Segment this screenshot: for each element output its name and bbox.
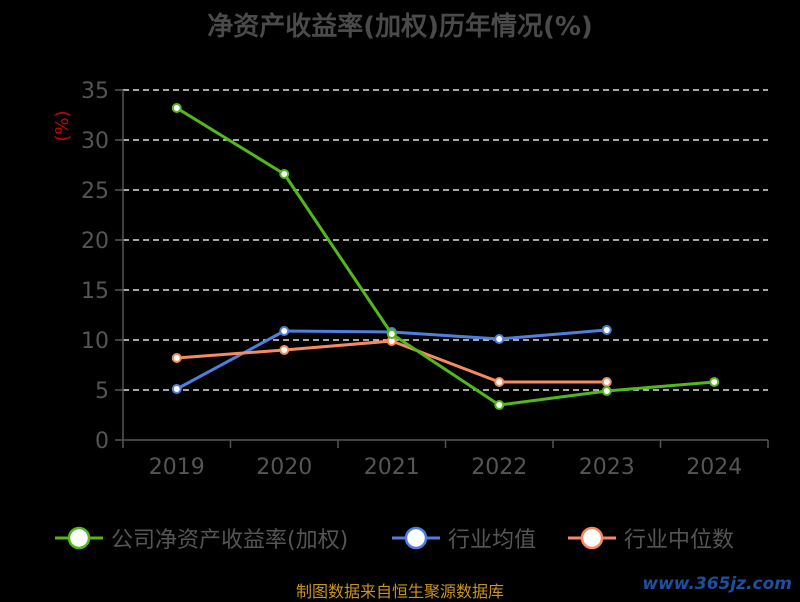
axes: 0 5 10 15 20 25 30 35 2019 2020 2021 2022 2023 2024 [81,79,769,480]
x-tick-label: 2022 [471,455,527,480]
x-tick-label: 2023 [579,455,635,480]
x-tick-label: 2021 [364,455,420,480]
data-point[interactable] [171,353,182,363]
series-lines [171,103,720,410]
data-point[interactable] [279,169,290,179]
legend-label-industry-median: 行业中位数 [624,528,735,553]
y-tick-label: 15 [81,279,109,304]
legend-marker-company [55,526,103,550]
legend-item-company[interactable]: 公司净资产收益率(加权) [55,520,348,556]
y-tick-label: 25 [81,179,109,204]
data-point[interactable] [171,103,182,113]
series-line-0 [175,106,715,407]
data-point[interactable] [279,326,290,336]
legend-label-company: 公司净资产收益率(加权) [111,528,349,553]
legend-marker-industry-median [568,526,616,550]
y-tick-label: 30 [81,129,109,154]
x-tick-label: 2024 [686,455,742,480]
legend-label-industry-mean: 行业均值 [448,528,537,553]
gridlines [123,89,768,391]
x-tick-label: 2020 [256,455,312,480]
data-point[interactable] [386,329,397,339]
watermark: www.365jz.com [642,574,792,594]
data-point[interactable] [494,400,505,410]
data-point[interactable] [709,377,720,387]
line-chart: 0 5 10 15 20 25 30 35 2019 2020 2021 2022 2023 2024 (… [52,79,769,480]
data-point[interactable] [601,377,612,387]
y-tick-label: 20 [81,229,109,254]
legend-marker-industry-mean [392,526,440,550]
chart-title: 净资产收益率(加权)历年情况(%) [207,12,593,42]
legend-item-industry-mean[interactable]: 行业均值 [392,520,536,556]
y-tick-label: 35 [81,79,109,104]
data-point[interactable] [279,345,290,355]
legend: 公司净资产收益率(加权) 行业均值 行业中位数 [0,520,800,556]
data-point[interactable] [601,325,612,335]
y-tick-label: 10 [81,329,109,354]
data-point[interactable] [171,384,182,394]
data-point[interactable] [494,377,505,387]
source-footer: 制图数据来自恒生聚源数据库 [295,582,504,601]
y-tick-label: 0 [95,429,109,454]
y-axis-label: (%) [52,110,73,141]
x-tick-label: 2019 [149,455,205,480]
data-point[interactable] [494,334,505,344]
data-point[interactable] [601,386,612,396]
y-tick-label: 5 [95,379,109,404]
legend-item-industry-median[interactable]: 行业中位数 [568,520,734,556]
series-line-2 [176,339,607,384]
